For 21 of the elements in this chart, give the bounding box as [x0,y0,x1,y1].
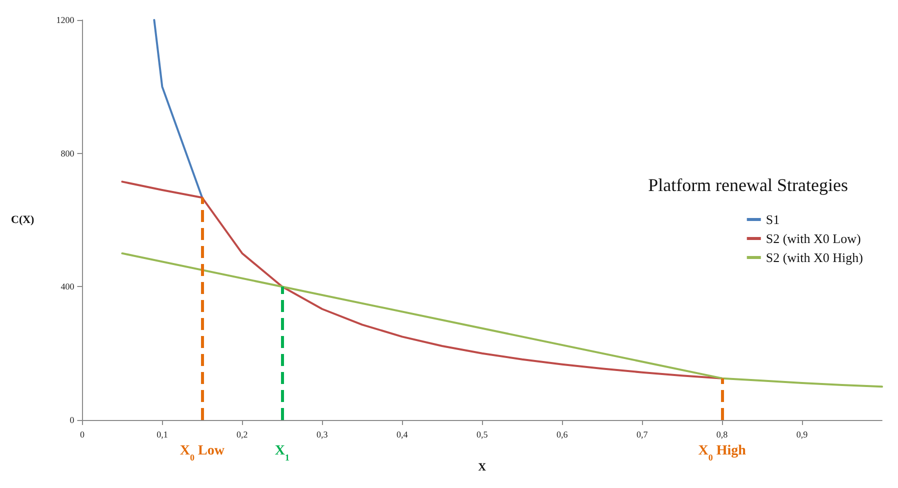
x-tick-label: 0,6 [556,430,568,440]
legend-label: S2 (with X0 Low) [766,231,861,246]
x-tick-label: 0,1 [156,430,168,440]
x-tick-label: 0,4 [396,430,408,440]
x-axis-title: X [478,462,486,474]
y-tick-label: 800 [60,148,75,158]
y-tick-label: 400 [60,282,75,292]
x-tick-label: 0 [80,430,85,440]
legend-label: S2 (with X0 High) [766,250,863,265]
y-tick-label: 0 [70,415,75,425]
legend-label: S1 [766,212,780,227]
y-tick-label: 1200 [56,15,75,25]
line-series [121,252,883,388]
x-tick-label: 0,2 [236,430,248,440]
y-axis-title: C(X) [10,214,35,226]
x-tick-label: 0,8 [716,430,728,440]
x-tick-label: 0,7 [636,430,648,440]
x-tick-label: 0,9 [796,430,808,440]
x-tick-label: 0,5 [476,430,488,440]
legend-title: Platform renewal Strategies [648,175,848,195]
x-tick-label: 0,3 [316,430,328,440]
